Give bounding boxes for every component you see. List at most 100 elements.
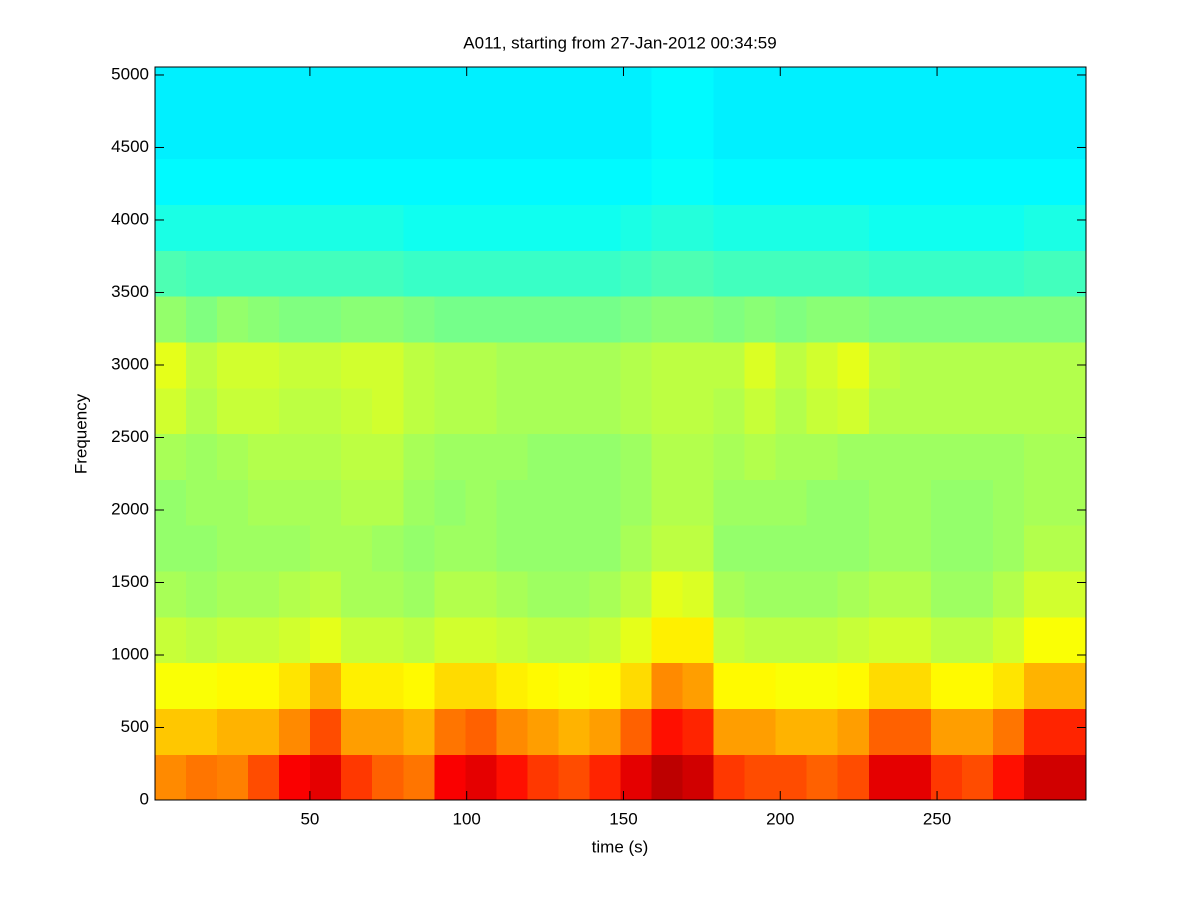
heatmap-cell (589, 204, 622, 251)
heatmap-cell (837, 112, 870, 160)
heatmap-cell (465, 570, 497, 618)
heatmap-cell (558, 158, 591, 206)
heatmap-cell (930, 616, 963, 664)
heatmap-cell (837, 525, 870, 572)
heatmap-cell (744, 616, 777, 664)
heatmap-cell (775, 250, 808, 297)
heatmap-cell (651, 754, 684, 801)
heatmap-cell (310, 67, 342, 114)
heatmap-cell (992, 387, 1025, 435)
heatmap-cell (1054, 525, 1087, 572)
heatmap-cell (341, 570, 373, 618)
heatmap-cell (682, 662, 715, 709)
heatmap-cell (341, 479, 373, 526)
heatmap-cell (868, 708, 901, 755)
heatmap-cell (899, 296, 932, 343)
heatmap-cell (868, 479, 901, 526)
y-tick-label: 3500 (111, 282, 149, 301)
heatmap-cell (1054, 708, 1087, 755)
heatmap-cell (341, 158, 373, 206)
heatmap-cell (806, 296, 839, 343)
heatmap-cell (527, 387, 560, 435)
heatmap-cell (372, 112, 404, 160)
heatmap-cell (744, 525, 777, 572)
heatmap-cell (620, 525, 653, 572)
heatmap-cell (1054, 662, 1087, 709)
heatmap-cell (434, 708, 466, 755)
heatmap-cell (310, 250, 342, 297)
heatmap-cell (1054, 158, 1087, 206)
heatmap-cell (682, 250, 715, 297)
heatmap-cell (744, 341, 777, 389)
heatmap-cell (1023, 112, 1056, 160)
heatmap-cell (775, 479, 808, 526)
heatmap-cell (279, 67, 311, 114)
heatmap-cell (868, 754, 901, 801)
heatmap-cell (806, 158, 839, 206)
heatmap-cell (558, 479, 591, 526)
heatmap-cell (248, 67, 280, 114)
heatmap-cell (899, 570, 932, 618)
heatmap-cell (155, 112, 187, 160)
heatmap-cell (713, 112, 746, 160)
x-tick-label: 200 (766, 809, 794, 828)
heatmap-cell (403, 662, 435, 709)
heatmap-cell (775, 433, 808, 480)
heatmap-cell (682, 570, 715, 618)
heatmap-cell (682, 341, 715, 389)
heatmap-cell (806, 250, 839, 297)
heatmap-cell (434, 387, 466, 435)
heatmap-cell (155, 525, 187, 572)
heatmap-cell (310, 341, 342, 389)
heatmap-cell (899, 387, 932, 435)
heatmap-cell (248, 158, 280, 206)
y-tick-label: 1000 (111, 644, 149, 663)
heatmap-cell (868, 250, 901, 297)
heatmap-cell (868, 525, 901, 572)
heatmap-cell (651, 112, 684, 160)
heatmap-cell (620, 708, 653, 755)
heatmap-cell (806, 708, 839, 755)
heatmap-cell (310, 112, 342, 160)
heatmap-cell (372, 616, 404, 664)
heatmap-cell (713, 754, 746, 801)
heatmap-cell (930, 387, 963, 435)
heatmap-cell (558, 67, 591, 114)
x-tick-label: 100 (453, 809, 481, 828)
heatmap-cell (434, 662, 466, 709)
heatmap-cell (620, 112, 653, 160)
heatmap-cell (868, 570, 901, 618)
heatmap-cell (217, 250, 249, 297)
heatmap-cell (651, 479, 684, 526)
heatmap-cell (1023, 662, 1056, 709)
heatmap-cell (217, 433, 249, 480)
heatmap-cell (651, 708, 684, 755)
heatmap-cell (372, 158, 404, 206)
heatmap-cell (465, 479, 497, 526)
heatmap-cell (527, 525, 560, 572)
heatmap-cell (744, 754, 777, 801)
heatmap-cell (496, 616, 528, 664)
heatmap-cell (372, 67, 404, 114)
heatmap-cell (217, 296, 249, 343)
heatmap-cell (713, 387, 746, 435)
heatmap-cell (744, 250, 777, 297)
heatmap-cell (434, 67, 466, 114)
heatmap-cell (775, 158, 808, 206)
heatmap-cell (186, 662, 218, 709)
heatmap-cell (496, 662, 528, 709)
heatmap-cell (589, 433, 622, 480)
heatmap-cell (217, 204, 249, 251)
heatmap-cell (930, 570, 963, 618)
heatmap-cell (868, 387, 901, 435)
heatmap-cell (527, 250, 560, 297)
heatmap-cell (372, 296, 404, 343)
heatmap-cell (248, 708, 280, 755)
heatmap-cell (992, 708, 1025, 755)
heatmap-cell (217, 570, 249, 618)
heatmap-cell (806, 387, 839, 435)
y-tick-label: 500 (121, 717, 149, 736)
heatmap-cell (155, 754, 187, 801)
heatmap-cell (403, 250, 435, 297)
heatmap-cell (217, 387, 249, 435)
